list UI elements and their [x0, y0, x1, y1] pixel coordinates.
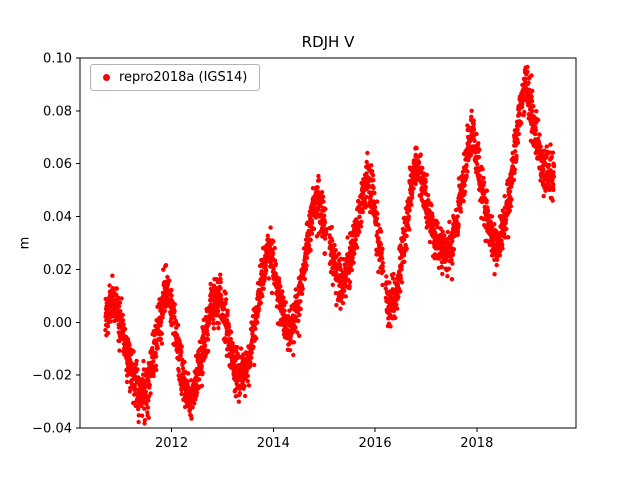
legend-marker-dot	[103, 74, 110, 81]
x-tick-label: 2018	[460, 436, 493, 451]
y-tick-label: 0.00	[43, 316, 72, 331]
legend: repro2018a (IGS14)	[90, 64, 261, 91]
x-tick-label: 2014	[257, 436, 290, 451]
plot-frame	[79, 57, 577, 429]
y-tick-label: 0.04	[43, 210, 72, 225]
y-tick-label: 0.08	[43, 104, 72, 119]
chart-title: RDJH V	[301, 33, 355, 51]
y-tick-label: −0.02	[32, 369, 72, 384]
y-tick-label: 0.06	[43, 157, 72, 172]
y-tick-label: 0.02	[43, 263, 72, 278]
legend-label: repro2018a (IGS14)	[119, 70, 248, 85]
scatter-points	[103, 64, 557, 426]
y-tick-label: 0.10	[43, 52, 72, 67]
x-tick-label: 2012	[155, 436, 188, 451]
y-tick-label: −0.04	[32, 422, 72, 437]
x-tick-label: 2016	[359, 436, 392, 451]
